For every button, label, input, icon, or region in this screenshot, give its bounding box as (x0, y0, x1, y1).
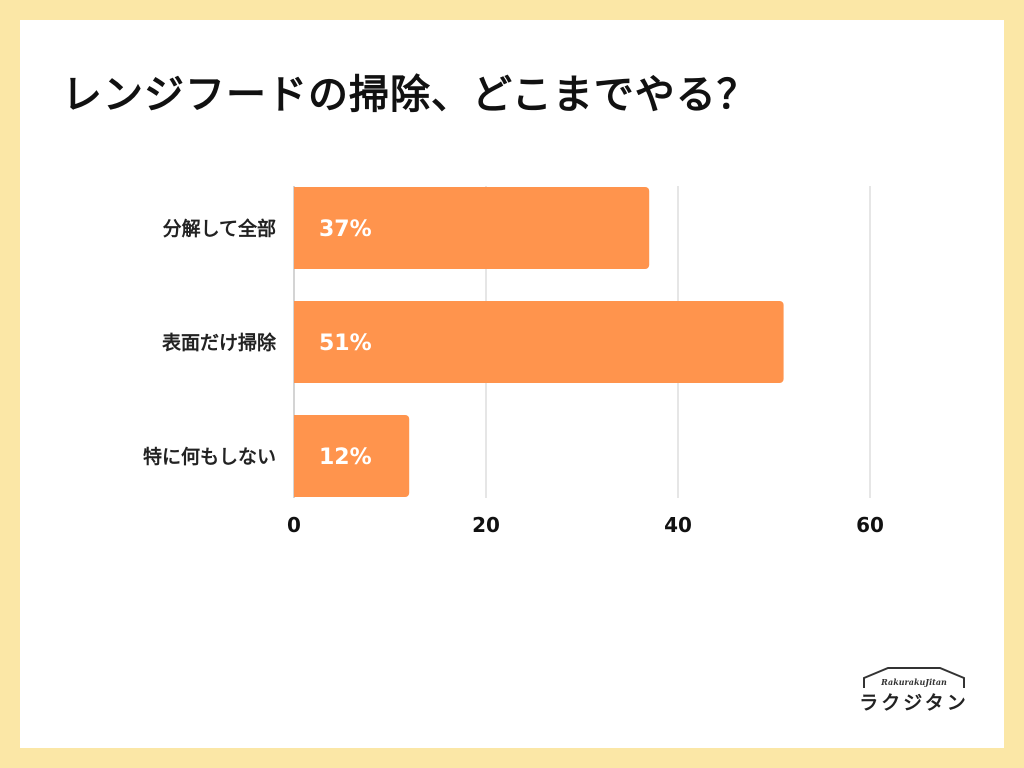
category-label: 特に何もしない (143, 445, 276, 468)
bar (294, 415, 410, 497)
category-label: 分解して全部 (163, 217, 276, 240)
x-tick-label: 60 (856, 513, 884, 537)
bar-value-label: 51% (319, 331, 372, 356)
logo-text: ラクジタン (859, 692, 969, 714)
bar (294, 301, 784, 383)
bar-corner (294, 415, 300, 497)
logo-subtitle: RakurakuJitan (881, 677, 947, 687)
x-tick-label: 40 (664, 513, 692, 537)
category-label: 表面だけ掃除 (162, 331, 277, 354)
house-roof-icon (863, 667, 965, 688)
bar-value-label: 37% (319, 217, 372, 242)
chart-panel (20, 20, 1004, 748)
bar (294, 187, 650, 269)
chart-title: レンジフードの掃除、どこまでやる？ (62, 72, 758, 118)
labels: 0 20 40 60 37% 分解して全部 51% 表面だけ掃除 12% 特に何もしない (143, 217, 884, 537)
bar-corner (294, 187, 300, 269)
brand-logo: RakurakuJitan ラクジタン (858, 664, 970, 728)
bars (294, 187, 784, 497)
bar-corner (294, 301, 300, 383)
x-tick-label: 20 (472, 513, 500, 537)
bar-value-label: 12% (319, 445, 372, 470)
x-tick-label: 0 (287, 513, 301, 537)
